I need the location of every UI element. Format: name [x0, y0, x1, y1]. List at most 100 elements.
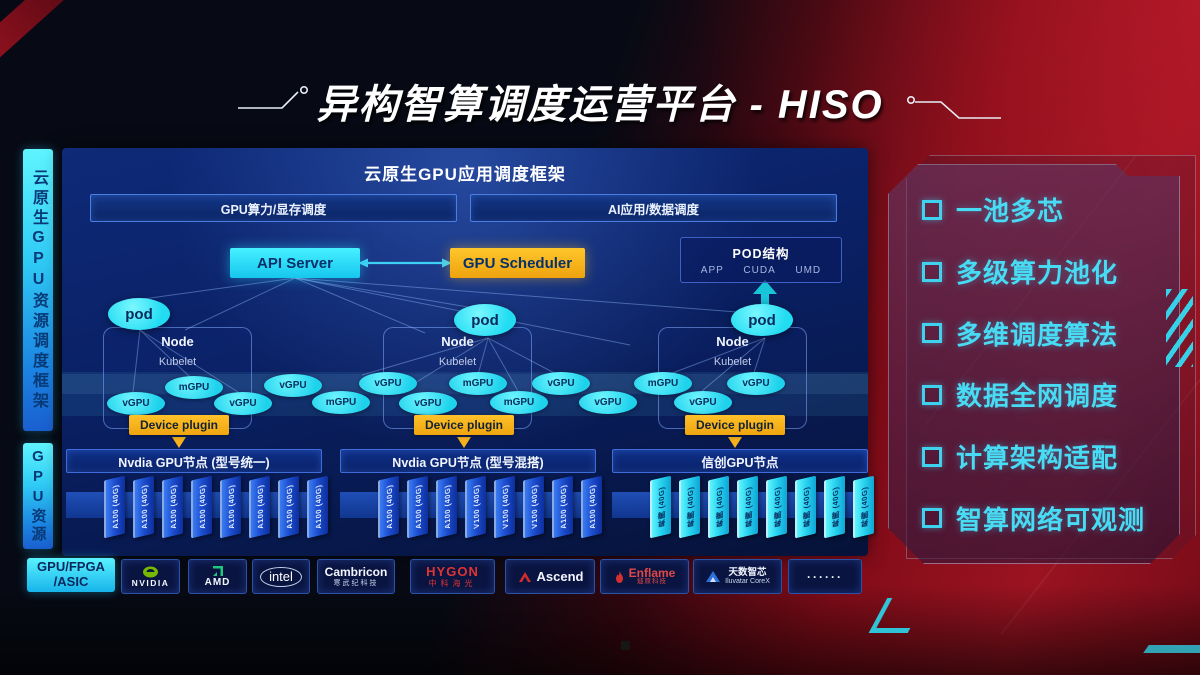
vendor-name: Ascend	[536, 569, 584, 584]
gpu-slice-ellipse: vGPU	[399, 392, 457, 415]
feature-label: 多维调度算法	[956, 319, 1119, 350]
page-title: 异构智算调度运营平台 - HISO	[316, 83, 884, 127]
gpu-card: V100 (40G)	[465, 475, 486, 539]
gpu-card: A100 (40G)	[278, 475, 299, 539]
vendor-name: AMD	[204, 576, 231, 588]
gpu-group-header: Nvdia GPU节点 (型号混搭)	[340, 449, 596, 473]
gpu-card-label: A100 (40G)	[414, 483, 423, 530]
vendor-logo-cambricon: Cambricon 寒武纪科技	[317, 559, 395, 594]
gpu-card-label: A100 (40G)	[227, 483, 236, 530]
bar-ai-data-scheduling: AI应用/数据调度	[470, 194, 837, 222]
square-bullet-icon	[922, 385, 942, 405]
gpu-card: 昇腾 (40G)	[679, 475, 700, 539]
gpu-slice-ellipse: vGPU	[214, 392, 272, 415]
enflame-flame-icon	[615, 570, 623, 583]
gpu-slice-ellipse: vGPU	[107, 392, 165, 415]
feature-item: 数据全网调度	[922, 364, 1179, 426]
circuit-decor-left	[238, 86, 308, 109]
circuit-decor-right	[906, 96, 1001, 119]
gpu-card: A100 (40G)	[162, 475, 183, 539]
gpu-card: 昇腾 (40G)	[766, 475, 787, 539]
gpu-card: V100 (40G)	[523, 475, 544, 539]
pod-layer-label: APP	[700, 265, 724, 276]
gpu-card-label: 昇腾 (40G)	[831, 485, 840, 528]
gpu-card-label: A100 (40G)	[285, 483, 294, 530]
gpu-card-label: 昇腾 (40G)	[657, 485, 666, 528]
gpu-card: A100 (40G)	[191, 475, 212, 539]
pod-ellipse: pod	[454, 304, 516, 336]
gpu-card: A100 (40G)	[378, 475, 399, 539]
nvidia-eye-icon	[143, 566, 158, 578]
gpu-card-label: A100 (40G)	[559, 483, 568, 530]
hardware-label-line1: GPU/FPGA	[37, 559, 105, 575]
feature-item: 多维调度算法	[922, 302, 1179, 364]
gpu-card-label: V100 (40G)	[530, 483, 539, 530]
vendor-subname: 燧原科技	[637, 578, 667, 586]
gpu-card-label: A100 (40G)	[169, 483, 178, 530]
gpu-card: A100 (40G)	[220, 475, 241, 539]
sidebar-resource-bar: GPU资源	[23, 443, 53, 549]
background-bottom-fade	[0, 585, 1200, 675]
gpu-card: 昇腾 (40G)	[708, 475, 729, 539]
gpu-card: A100 (40G)	[581, 475, 602, 539]
feature-item: 一池多芯	[922, 179, 1179, 241]
vendor-name: intel	[260, 566, 302, 587]
device-plugin-box: Device plugin	[129, 415, 229, 435]
gpu-group-header: 信创GPU节点	[612, 449, 868, 473]
gpu-card: A100 (40G)	[552, 475, 573, 539]
hardware-label-line2: /ASIC	[53, 574, 89, 589]
gpu-card-label: A100 (40G)	[385, 483, 394, 530]
pod-ellipse: pod	[108, 298, 170, 330]
gpu-card-label: 昇腾 (40G)	[773, 485, 782, 528]
device-plugin-box: Device plugin	[685, 415, 785, 435]
square-bullet-icon	[922, 447, 942, 467]
vendor-name: Enflame	[628, 565, 676, 580]
feature-label: 数据全网调度	[956, 381, 1119, 412]
square-bullet-icon	[922, 262, 942, 282]
vendor-subname: Iluvatar CoreX	[725, 577, 770, 585]
vendor-subname: 中科海光	[428, 578, 477, 588]
pod-ellipse: pod	[731, 304, 793, 336]
iluvatar-triangle-icon	[706, 571, 721, 582]
vendor-logo-nvidia: NVIDIA	[121, 559, 180, 594]
gpu-card-label: 昇腾 (40G)	[686, 485, 695, 528]
sidebar-frame-label: 云原生GPU资源调度框架	[30, 168, 47, 412]
pod-layer-label: CUDA	[743, 265, 776, 276]
gpu-card: V100 (40G)	[494, 475, 515, 539]
node-title: Node	[441, 334, 474, 349]
feature-item: 计算架构适配	[922, 426, 1179, 488]
feature-label: 一池多芯	[956, 196, 1065, 227]
gpu-slice-ellipse: vGPU	[674, 391, 732, 414]
vendor-logo-iluvatar: 天数智芯 Iluvatar CoreX	[693, 559, 782, 594]
vendor-logo-intel: intel	[252, 559, 310, 594]
feature-label: 智算网络可观测	[956, 504, 1146, 535]
gpu-card-label: 昇腾 (40G)	[744, 485, 753, 528]
gpu-card-label: A100 (40G)	[443, 483, 452, 530]
gpu-card: 昇腾 (40G)	[795, 475, 816, 539]
gpu-card: A100 (40G)	[407, 475, 428, 539]
gpu-card: A100 (40G)	[249, 475, 270, 539]
vendor-subname: 寒武纪科技	[333, 579, 379, 587]
sidebar-resource-label: GPU资源	[29, 448, 47, 544]
gpu-card: 昇腾 (40G)	[650, 475, 671, 539]
square-bullet-icon	[922, 200, 942, 220]
pod-structure-box: POD结构 APP CUDA UMD	[680, 237, 842, 283]
vendor-logo-more: ······	[788, 559, 862, 594]
gpu-card: A100 (40G)	[104, 475, 125, 539]
square-bullet-icon	[922, 323, 942, 343]
gpu-card-label: 昇腾 (40G)	[715, 485, 724, 528]
amd-arrow-icon	[212, 565, 223, 576]
feature-item: 智算网络可观测	[922, 487, 1179, 549]
hardware-category-box: GPU/FPGA /ASIC	[27, 558, 115, 592]
vendor-name: Cambricon	[324, 565, 388, 580]
feature-label: 计算架构适配	[956, 443, 1119, 474]
sidebar-frame-bar: 云原生GPU资源调度框架	[23, 149, 53, 431]
pod-structure-title: POD结构	[732, 247, 790, 261]
gpu-slice-ellipse: vGPU	[264, 374, 322, 397]
bar-gpu-compute-scheduling: GPU算力/显存调度	[90, 194, 457, 222]
gpu-card-label: A100 (40G)	[198, 483, 207, 530]
gpu-card-label: A100 (40G)	[256, 483, 265, 530]
panel-corner-decor-right	[1143, 645, 1200, 653]
gpu-card-label: A100 (40G)	[588, 483, 597, 530]
